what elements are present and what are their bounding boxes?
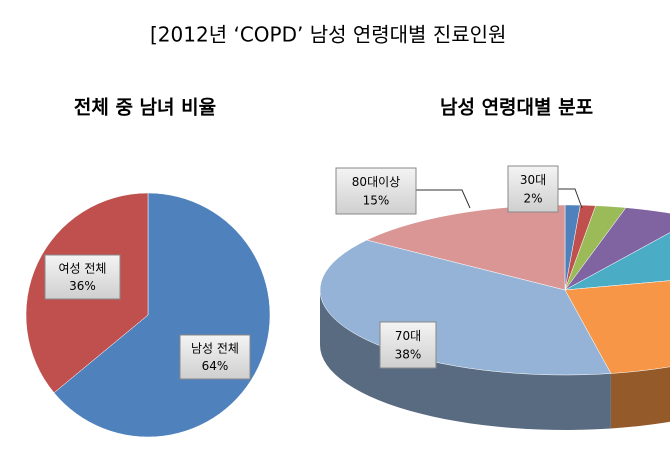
leader-line bbox=[558, 188, 583, 209]
chart-title: 전체 중 남녀 비율 bbox=[74, 97, 216, 119]
slice-side bbox=[320, 290, 611, 430]
category-label: 80대이상 bbox=[352, 175, 400, 189]
label-box bbox=[379, 321, 437, 369]
pie-slice bbox=[564, 280, 670, 374]
value-label: 64% bbox=[202, 359, 229, 373]
leader-line bbox=[416, 189, 471, 209]
label-box bbox=[44, 254, 121, 300]
slice-side bbox=[610, 366, 670, 429]
pie-slice bbox=[564, 207, 670, 291]
category-label: 70대 bbox=[395, 329, 421, 343]
page-title: [2012년 ‘COPD’ 남성 연령대별 진료인원 bbox=[150, 23, 506, 47]
category-label: 남성 전체 bbox=[191, 342, 239, 356]
value-label: 15% bbox=[363, 194, 390, 208]
value-label: 36% bbox=[69, 279, 96, 293]
value-label: 38% bbox=[395, 348, 422, 362]
pie-slice bbox=[564, 232, 670, 291]
label-box bbox=[179, 334, 251, 380]
pie-slice bbox=[564, 205, 627, 291]
chart-title: 남성 연령대별 분포 bbox=[440, 97, 593, 119]
category-label: 30대 bbox=[520, 173, 546, 187]
category-label: 여성 전체 bbox=[59, 262, 107, 276]
label-box bbox=[507, 165, 559, 213]
label-box bbox=[335, 167, 417, 215]
value-label: 2% bbox=[523, 192, 542, 206]
